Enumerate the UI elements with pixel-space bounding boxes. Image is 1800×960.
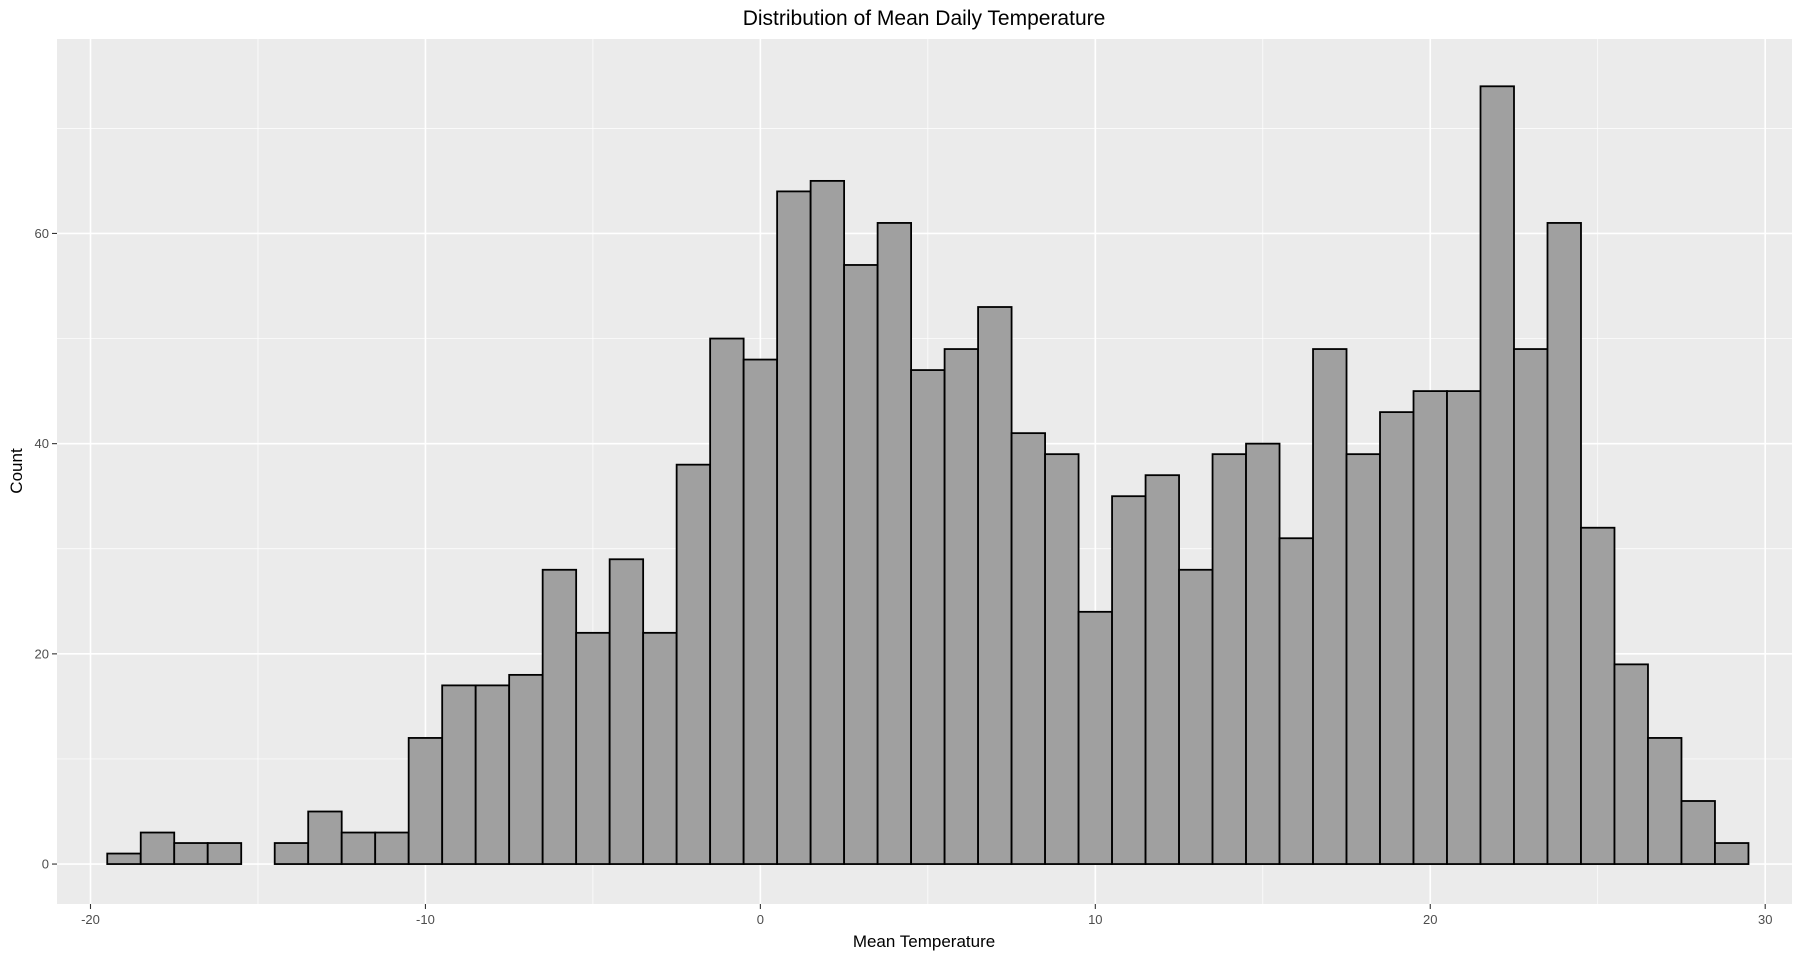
histogram-bar: [1312, 348, 1348, 865]
histogram-bar: [1010, 432, 1046, 865]
histogram-bar: [1647, 737, 1683, 865]
histogram-bar: [1178, 568, 1214, 865]
histogram-bar: [1613, 663, 1649, 865]
histogram-bar: [1345, 453, 1381, 865]
histogram-bar: [1379, 411, 1415, 865]
histogram-bar: [1513, 348, 1549, 865]
histogram-bar: [608, 558, 645, 865]
histogram-bar: [943, 348, 979, 865]
histogram-bar: [1077, 610, 1113, 865]
histogram-bar: [307, 810, 343, 865]
y-tick-label: 60: [35, 226, 49, 241]
histogram-bar: [742, 358, 779, 865]
y-tick-label: 40: [35, 436, 49, 451]
histogram-bar: [1680, 800, 1716, 865]
histogram-bar: [642, 631, 678, 865]
histogram-bar: [809, 179, 846, 865]
x-tick-label: -20: [81, 912, 100, 927]
histogram-bar: [340, 831, 377, 865]
histogram-bar: [776, 190, 812, 865]
x-tick-label: 30: [1758, 912, 1772, 927]
histogram-bar: [1245, 442, 1281, 865]
histogram-bar: [1211, 453, 1247, 865]
chart-title: Distribution of Mean Daily Temperature: [743, 7, 1106, 30]
y-axis-ticks: 0 20 40 60: [35, 226, 57, 872]
histogram-bar: [273, 842, 310, 865]
histogram-bar: [876, 222, 913, 865]
x-tick-label: 20: [1423, 912, 1437, 927]
histogram-bar: [1446, 390, 1482, 865]
histogram-bar: [508, 673, 544, 865]
histogram-bar: [1111, 495, 1147, 865]
y-tick-label: 0: [42, 857, 49, 872]
histogram-bar: [474, 684, 511, 865]
histogram-bar: [675, 463, 712, 865]
histogram-bar: [541, 568, 578, 865]
x-axis-ticks: -20 -10 0 10 20 30: [81, 904, 1772, 927]
histogram-bar: [374, 831, 410, 865]
histogram-bar: [407, 737, 444, 865]
x-tick-label: 0: [757, 912, 764, 927]
histogram-bar: [910, 369, 946, 865]
histogram-bar: [1546, 222, 1582, 865]
histogram-bar: [977, 306, 1013, 865]
histogram-bar: [106, 852, 142, 865]
histogram-bar: [206, 842, 243, 865]
histogram-bar: [1580, 526, 1616, 865]
histogram-bar: [139, 831, 176, 865]
histogram-bar: [441, 684, 477, 865]
histogram-bar: [1714, 842, 1750, 865]
y-axis-title: Count: [7, 448, 26, 494]
histogram-bar: [709, 337, 745, 865]
histogram-bar: [843, 264, 879, 865]
x-axis-title: Mean Temperature: [853, 932, 995, 951]
histogram-bar: [1412, 390, 1448, 865]
histogram-bar: [1144, 474, 1180, 865]
histogram-bar: [1479, 85, 1515, 865]
histogram-bar: [1044, 453, 1080, 865]
y-tick-label: 20: [35, 646, 49, 661]
histogram-bars: [106, 85, 1750, 865]
x-tick-label: -10: [416, 912, 435, 927]
histogram-bar: [173, 842, 209, 865]
histogram-bar: [575, 631, 611, 865]
x-tick-label: 10: [1088, 912, 1102, 927]
histogram-bar: [1278, 537, 1314, 865]
